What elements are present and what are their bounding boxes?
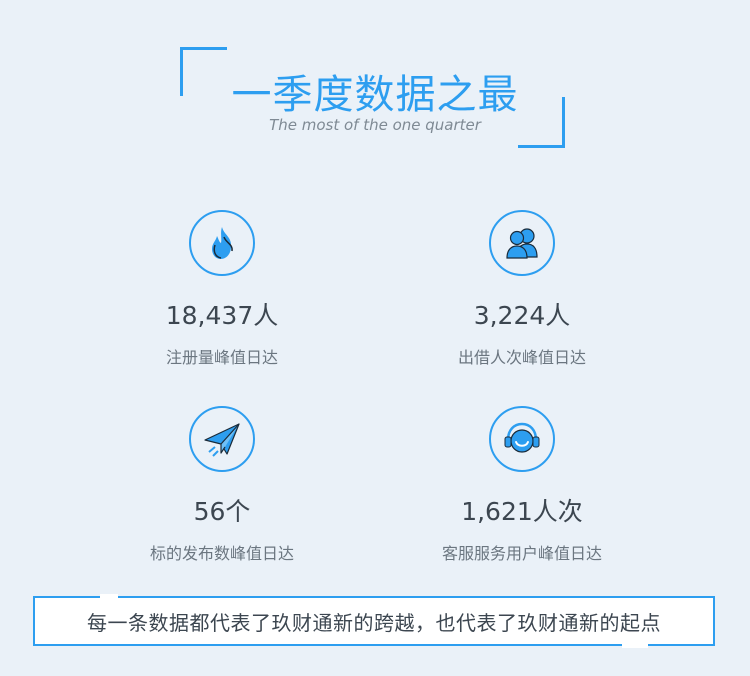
users-icon xyxy=(489,210,555,276)
title-bracket-bottom-right xyxy=(518,97,565,148)
footer-border-gap xyxy=(100,594,118,598)
stat-value: 1,621人次 xyxy=(461,497,583,526)
stat-customer-service: 1,621人次 客服服务用户峰值日达 xyxy=(392,406,652,564)
stat-label: 注册量峰值日达 xyxy=(165,348,278,367)
footer-text: 每一条数据都代表了玖财通新的跨越，也代表了玖财通新的起点 xyxy=(87,610,661,635)
paper-plane-icon xyxy=(189,406,255,472)
stat-label: 标的发布数峰值日达 xyxy=(149,544,294,563)
footer-banner: 每一条数据都代表了玖财通新的跨越，也代表了玖财通新的起点 xyxy=(33,596,715,646)
title-bracket-top-left xyxy=(180,47,227,96)
stat-lenders: 3,224人 出借人次峰值日达 xyxy=(392,210,652,368)
page-subtitle: The most of the one quarter xyxy=(269,116,481,134)
stat-value: 3,224人 xyxy=(473,301,571,330)
stat-registrations: 18,437人 注册量峰值日达 xyxy=(92,210,352,368)
stat-value: 56个 xyxy=(193,497,251,526)
footer-border-gap xyxy=(622,644,648,648)
stat-listings: 56个 标的发布数峰值日达 xyxy=(92,406,352,564)
flame-icon xyxy=(189,210,255,276)
stat-value: 18,437人 xyxy=(165,301,279,330)
stat-label: 客服服务用户峰值日达 xyxy=(441,544,602,563)
headset-icon xyxy=(489,406,555,472)
stat-label: 出借人次峰值日达 xyxy=(457,348,586,367)
page-title: 一季度数据之最 xyxy=(231,72,519,118)
